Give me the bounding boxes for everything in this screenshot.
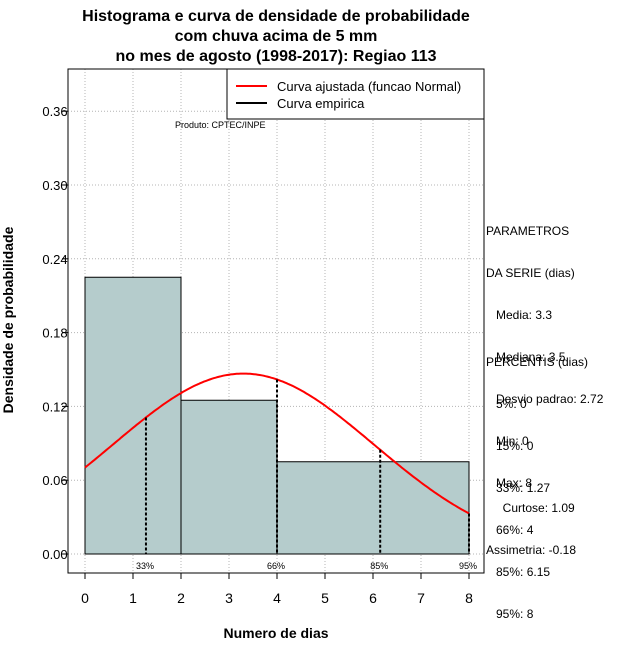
legend-label: Curva empirica [277, 96, 365, 111]
param-line: PARAMETROS [486, 224, 570, 238]
percentile-line: 85%: 6.15 [486, 565, 551, 579]
chart-title-line-2: com chuva acima de 5 mm [174, 28, 378, 45]
x-axis-label: Numero de dias [223, 625, 329, 641]
legend-label: Curva ajustada (funcao Normal) [277, 79, 461, 94]
legend-box [226, 68, 485, 120]
series-parameters-block: PARAMETROS DA SERIE (dias) Media: 3.3 Me… [486, 196, 603, 518]
param-line: Max: 8 [486, 476, 533, 490]
percentile-line: 5%: 0 [486, 397, 527, 411]
y-tick-label: 0.30 [42, 178, 67, 193]
param-line: DA SERIE (dias) [486, 266, 575, 280]
x-tick-label: 6 [369, 590, 377, 606]
y-tick-label: 0.36 [42, 104, 67, 119]
skewness-line: Assimetria: -0.18 [486, 543, 577, 557]
histogram-bar [84, 276, 182, 555]
y-tick-label: 0.18 [42, 326, 67, 341]
x-tick-label: 4 [273, 590, 281, 606]
param-line: Media: 3.3 [486, 308, 553, 322]
percentile-line: 15%: 0 [486, 439, 534, 453]
y-tick-label: 0.12 [42, 399, 67, 414]
x-tick-label: 7 [417, 590, 425, 606]
y-tick-label: 0.00 [42, 547, 67, 562]
percentile-line: 95%: 8 [486, 607, 534, 621]
shape-stats-block: Curtose: 1.09 Assimetria: -0.18 [486, 473, 576, 585]
y-tick-label: 0.06 [42, 473, 67, 488]
x-tick-label: 3 [225, 590, 233, 606]
kurtosis-line: Curtose: 1.09 [486, 501, 575, 515]
x-tick-label: 5 [321, 590, 329, 606]
chart-title-line-1: Histograma e curva de densidade de proba… [82, 8, 470, 25]
percentile-line: 66%: 4 [486, 523, 534, 537]
histogram-bar [180, 399, 278, 555]
percentile-marker-label: 85% [370, 561, 388, 571]
percentile-line: PERCENTIS (dias) [486, 355, 589, 369]
param-line: Desvio padrao: 2.72 [486, 392, 604, 406]
percentile-marker-label: 33% [136, 561, 154, 571]
percentile-marker-label: 66% [267, 561, 285, 571]
param-line: Mediana: 3.5 [486, 350, 566, 364]
chart-title-line-3: no mes de agosto (1998-2017): Regiao 113 [115, 48, 437, 65]
y-axis-label: Densidade de probabilidade [0, 226, 16, 414]
percentiles-block: PERCENTIS (dias) 5%: 0 15%: 0 33%: 1.27 … [486, 327, 588, 649]
param-line: Min: 0 [486, 434, 529, 448]
product-credit: Produto: CPTEC/INPE [175, 120, 266, 130]
x-tick-label: 0 [81, 590, 89, 606]
y-tick-label: 0.24 [42, 252, 67, 267]
x-tick-label: 2 [177, 590, 185, 606]
x-tick-label: 8 [465, 590, 473, 606]
percentile-marker-label: 95% [459, 561, 477, 571]
x-tick-label: 1 [129, 590, 137, 606]
percentile-line: 33%: 1.27 [486, 481, 551, 495]
histogram-bar [276, 461, 470, 555]
